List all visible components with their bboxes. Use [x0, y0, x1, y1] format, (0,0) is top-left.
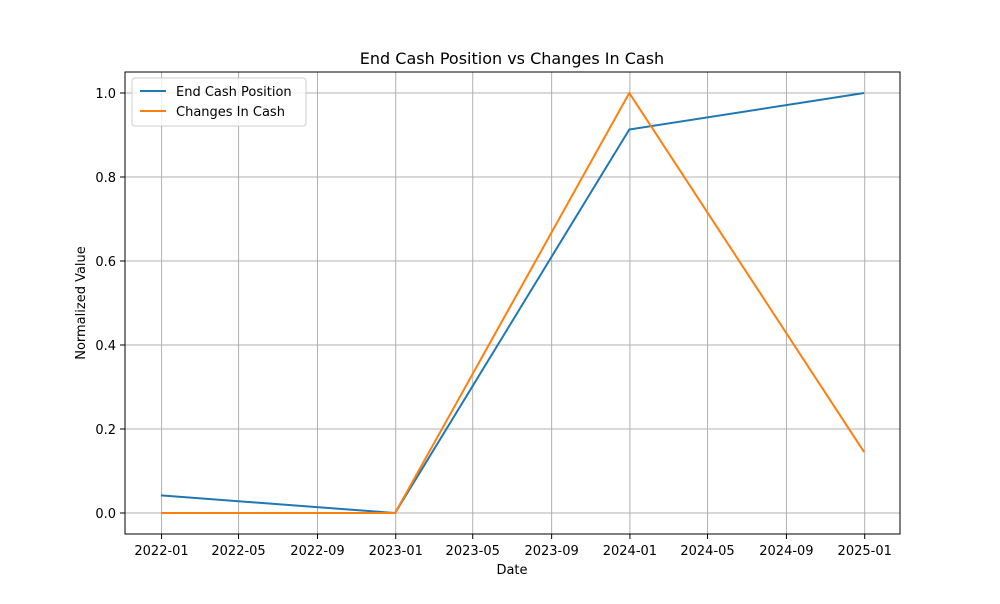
x-tick-label: 2023-05 [446, 544, 500, 559]
x-axis-ticks: 2022-01 2022-05 2022-09 2023-01 2023-05 2023-… [134, 534, 892, 559]
x-tick-label: 2023-09 [524, 544, 578, 559]
y-tick-label: 0.0 [95, 507, 116, 522]
x-tick-label: 2023-01 [369, 544, 423, 559]
series-line-changes-in-cash [160, 92, 865, 514]
y-tick-label: 0.6 [95, 255, 116, 270]
series-line-end-cash-position [160, 92, 865, 514]
legend: End Cash Position Changes In Cash [131, 77, 307, 127]
x-axis-label: Date [496, 563, 527, 578]
x-tick-label: 2025-01 [838, 544, 892, 559]
y-axis-ticks: 0.0 0.2 0.4 0.6 0.8 1.0 [95, 87, 125, 522]
y-tick-label: 0.4 [95, 339, 116, 354]
legend-label-changes-in-cash: Changes In Cash [176, 105, 285, 120]
x-tick-label: 2024-05 [680, 544, 734, 559]
series-lines [160, 92, 865, 514]
x-tick-label: 2022-01 [134, 544, 188, 559]
y-tick-label: 0.2 [95, 423, 116, 438]
y-tick-label: 0.8 [95, 171, 116, 186]
x-tick-label: 2024-09 [759, 544, 813, 559]
x-tick-label: 2022-09 [290, 544, 344, 559]
plot-frame [124, 71, 901, 535]
x-tick-label: 2024-01 [603, 544, 657, 559]
x-tick-label: 2022-05 [211, 544, 265, 559]
y-tick-label: 1.0 [95, 87, 116, 102]
legend-label-end-cash-position: End Cash Position [176, 85, 292, 100]
legend-box [131, 77, 307, 127]
y-axis-label: Normalized Value [74, 246, 89, 360]
chart-title: End Cash Position vs Changes In Cash [360, 49, 664, 68]
